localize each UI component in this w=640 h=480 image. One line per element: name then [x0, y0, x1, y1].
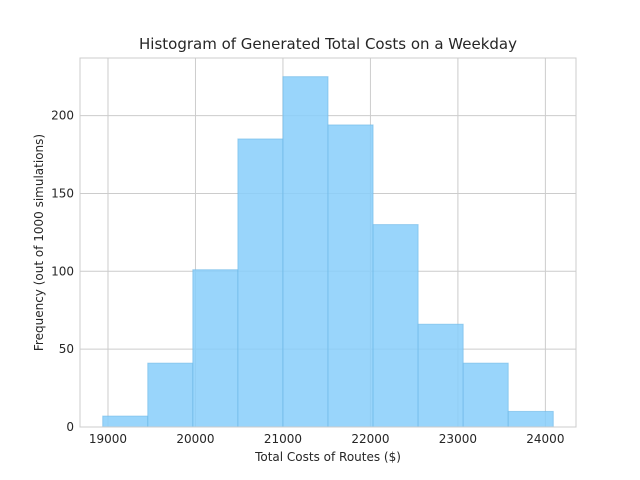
bar-layer: [102, 76, 554, 428]
histogram-bar: [507, 410, 554, 428]
x-tick-label: 20000: [176, 432, 214, 446]
x-tick-label: 21000: [264, 432, 302, 446]
y-tick-label: 150: [51, 186, 74, 200]
y-tick-label: 50: [59, 342, 74, 356]
x-tick-label: 22000: [351, 432, 389, 446]
x-tick-label: 19000: [89, 432, 127, 446]
y-axis-label: Frequency (out of 1000 simulations): [32, 134, 46, 351]
histogram-bar: [192, 269, 239, 428]
x-tick-label: 24000: [526, 432, 564, 446]
tick-layer: 19000 20000 21000 22000 23000 24000 0 50 100 150 2…: [51, 109, 564, 446]
histogram-bar: [282, 76, 329, 428]
histogram-bar: [102, 415, 149, 428]
y-tick-label: 100: [51, 264, 74, 278]
x-axis-label: Total Costs of Routes ($): [254, 450, 401, 464]
y-tick-label: 200: [51, 109, 74, 123]
x-tick-label: 23000: [439, 432, 477, 446]
plot-frame: [79, 57, 577, 428]
histogram-bar: [147, 362, 194, 428]
histogram-bar: [462, 362, 509, 428]
histogram-bar: [237, 138, 284, 428]
histogram-bar: [372, 224, 419, 428]
histogram-bar: [327, 124, 374, 428]
histogram-bar: [417, 323, 464, 428]
chart-title: Histogram of Generated Total Costs on a …: [139, 35, 517, 53]
y-tick-label: 0: [66, 420, 74, 434]
